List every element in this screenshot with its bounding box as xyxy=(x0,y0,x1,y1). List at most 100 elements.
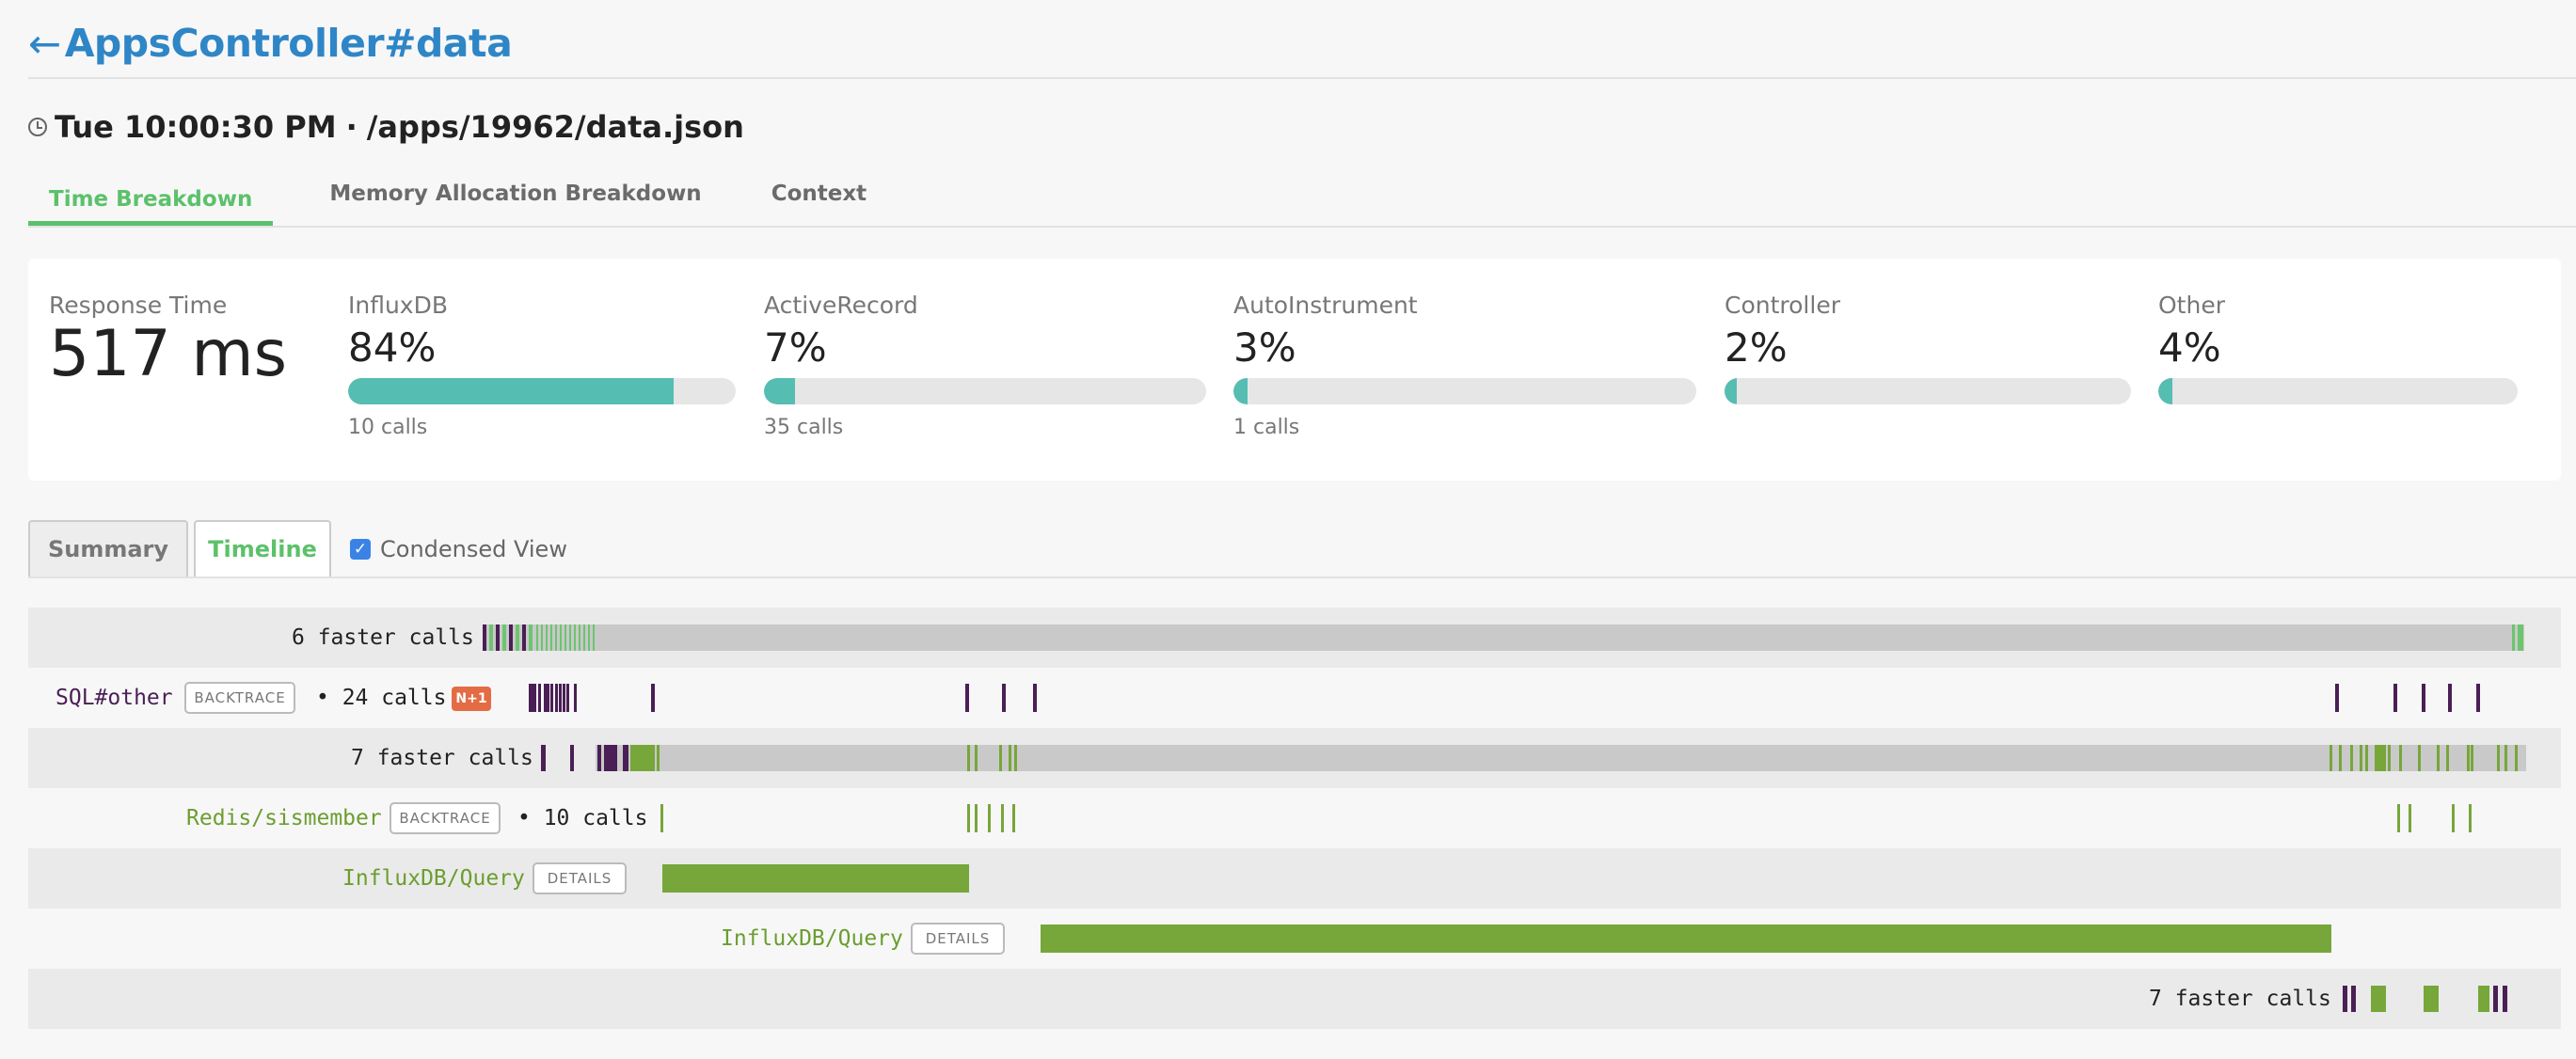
timeline-tick xyxy=(550,684,553,712)
timeline-tick xyxy=(660,804,663,832)
timeline-row[interactable]: InfluxDB/Query DETAILS xyxy=(28,909,2561,969)
metric-value: 84% xyxy=(348,324,437,371)
faster-calls-label[interactable]: 7 faster calls xyxy=(2149,987,2331,1011)
timeline-tick xyxy=(2452,804,2455,832)
timeline-tick xyxy=(546,624,548,651)
timeline-tick xyxy=(570,745,574,771)
timeline-tick xyxy=(2512,624,2515,651)
timeline-row[interactable]: InfluxDB/Query DETAILS xyxy=(28,848,2561,909)
checkbox-checked-icon[interactable]: ✓ xyxy=(350,539,371,560)
divider xyxy=(28,77,2576,79)
metric-autoinstrument: AutoInstrument 3% 1 calls xyxy=(1233,292,1696,439)
timeline-tick xyxy=(2365,745,2368,771)
divider xyxy=(28,577,2576,578)
timeline-tick xyxy=(2375,745,2386,771)
timeline-tick xyxy=(2437,745,2440,771)
timeline-row[interactable]: Redis/sismember BACKTRACE • 10 calls xyxy=(28,788,2561,848)
timeline-tick xyxy=(1033,684,1037,712)
tab-memory-allocation[interactable]: Memory Allocation Breakdown xyxy=(329,182,702,206)
response-time-value: 517 ms xyxy=(49,317,288,391)
timeline-span[interactable] xyxy=(662,864,969,893)
response-time-label: Response Time xyxy=(49,292,228,319)
timeline-tick xyxy=(541,745,546,771)
timeline-tick xyxy=(2350,745,2353,771)
metric-activerecord: ActiveRecord 7% 35 calls xyxy=(764,292,1206,439)
timeline-tick xyxy=(2518,624,2523,651)
n-plus-one-badge[interactable]: N+1 xyxy=(452,687,491,711)
timeline-row[interactable]: SQL#other BACKTRACE • 24 calls N+1 xyxy=(28,668,2561,728)
timeline-tick xyxy=(569,624,571,651)
timeline-tick xyxy=(2335,684,2339,712)
timeline-tick xyxy=(579,624,580,651)
metric-value: 2% xyxy=(1725,324,1788,371)
timeline-tick xyxy=(574,684,577,712)
tab-context[interactable]: Context xyxy=(771,182,867,206)
divider xyxy=(28,226,2576,228)
metric-bar-fill xyxy=(764,378,795,404)
details-button[interactable]: DETAILS xyxy=(911,923,1005,955)
metric-calls: 1 calls xyxy=(1233,416,1300,439)
metric-value: 4% xyxy=(2158,324,2221,371)
call-count: • 10 calls xyxy=(517,806,648,830)
timeline-tick xyxy=(1001,804,1004,832)
timeline-tick xyxy=(651,684,655,712)
page-title-link[interactable]: ← AppsController#data xyxy=(28,17,513,70)
condensed-view-toggle[interactable]: ✓ Condensed View xyxy=(350,534,567,564)
details-button[interactable]: DETAILS xyxy=(533,862,627,894)
timeline-tick xyxy=(566,684,569,712)
metric-calls: 35 calls xyxy=(764,416,844,439)
timeline-tick xyxy=(630,745,655,771)
metric-bar-fill xyxy=(2158,378,2173,404)
page-title[interactable]: AppsController#data xyxy=(64,21,513,66)
timeline-tick xyxy=(2418,745,2421,771)
timeline-tick xyxy=(593,624,595,651)
row-name: Redis/sismember xyxy=(186,806,382,830)
timeline-tick xyxy=(975,745,978,771)
faster-calls-label[interactable]: 7 faster calls xyxy=(351,746,533,770)
timeline-tick xyxy=(516,624,519,651)
timeline-tick xyxy=(2448,684,2452,712)
timeline-tick xyxy=(2371,986,2386,1012)
trace-path: /apps/19962/data.json xyxy=(366,109,744,145)
back-arrow-icon[interactable]: ← xyxy=(28,20,61,67)
metric-bar xyxy=(1233,378,1696,404)
backtrace-button[interactable]: BACKTRACE xyxy=(390,802,501,834)
timeline-row[interactable]: 7 faster calls xyxy=(28,728,2561,788)
metric-other: Other 4% xyxy=(2158,292,2518,416)
timeline-tick xyxy=(2360,745,2362,771)
timeline-tick xyxy=(502,624,506,651)
timeline-tick xyxy=(2497,745,2500,771)
separator: · xyxy=(345,109,358,145)
timeline-tick xyxy=(2504,745,2507,771)
timeline-tick xyxy=(2397,804,2400,832)
timeline-tick xyxy=(509,624,513,651)
timeline-tick xyxy=(999,745,1002,771)
backtrace-button[interactable]: BACKTRACE xyxy=(184,682,295,714)
breakdown-card: Response Time 517 ms InfluxDB 84% 10 cal… xyxy=(28,259,2561,481)
faster-calls-label[interactable]: 6 faster calls xyxy=(292,625,474,650)
timeline-tick xyxy=(563,684,565,712)
timeline-row[interactable]: 6 faster calls xyxy=(28,608,2561,668)
timeline-track xyxy=(483,624,2524,651)
tab-timeline[interactable]: Timeline xyxy=(194,520,331,578)
tab-time-breakdown[interactable]: Time Breakdown xyxy=(28,169,274,226)
timeline-span[interactable] xyxy=(1041,925,2331,953)
metric-bar-fill xyxy=(1233,378,1248,404)
timeline-tick xyxy=(2476,684,2480,712)
row-name: InfluxDB/Query xyxy=(342,866,525,891)
metric-bar xyxy=(764,378,1206,404)
timeline-tick xyxy=(1014,745,1017,771)
timeline-tick xyxy=(2515,745,2518,771)
timeline-row[interactable]: 7 faster calls xyxy=(28,969,2561,1029)
timeline-tick xyxy=(604,745,617,771)
metric-bar xyxy=(2158,378,2518,404)
timeline-tick xyxy=(2388,745,2391,771)
metric-bar xyxy=(348,378,736,404)
timeline-tick xyxy=(2467,745,2470,771)
tab-summary[interactable]: Summary xyxy=(28,520,188,578)
timeline-tick xyxy=(560,624,562,651)
timeline-tick xyxy=(564,624,566,651)
timeline-tick xyxy=(965,684,969,712)
timeline-tick xyxy=(583,624,585,651)
timeline-tick xyxy=(597,745,601,771)
